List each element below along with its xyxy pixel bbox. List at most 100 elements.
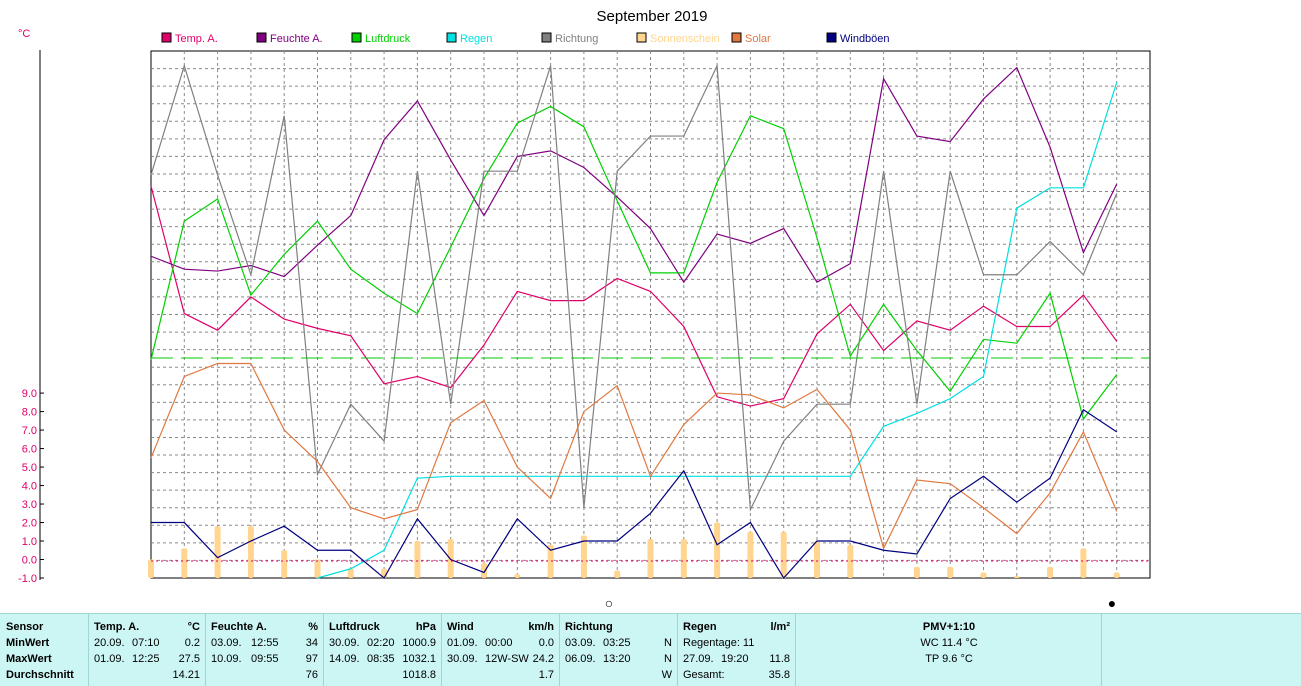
series-lines [150,63,1118,580]
press-min-date: 30.09. [329,637,360,649]
y-tick-label: 5.0 [22,462,37,474]
series-line [151,408,1118,580]
sunshine-bar [347,568,354,578]
hum-title: Feuchte A. [211,621,267,633]
pmv-title: PMV+1:10 [922,621,976,633]
sunshine-bar [514,574,521,578]
wind-max-value: 24.2 [532,653,554,665]
wind-max-time: 12W-SW [485,653,529,665]
hum-max-date: 10.09. [211,653,242,665]
y-axis-unit: °C [18,28,30,40]
hum-min-date: 03.09. [211,637,242,649]
dir-avg-value: W [661,669,672,681]
y-tick-label: 4.0 [22,481,37,493]
sunshine-bar [647,539,654,578]
stats-col-pressure: Luftdruck hPa 30.09. 02:20 1000.9 14.09. 08:… [323,614,442,686]
rain-total-label: Gesamt: [683,669,725,681]
stats-col-temp: Temp. A. °C 20.09. 07:10 0.2 01.09. 12:25 27.… [88,614,206,686]
sunshine-bar [281,550,288,578]
temp-min-value: 0.2 [184,637,200,649]
legend-swatch [731,32,742,43]
dir-max-time: 13:20 [603,653,631,665]
sunshine-bar [980,572,987,578]
legend: Temp. A. Feuchte A. Luftdruck Regen Richtung… [161,32,890,45]
dir-min-time: 03:25 [603,637,631,649]
press-max-value: 1032.1 [402,653,436,665]
y-tick-label: 3.0 [22,499,37,511]
wind-min-time: 00:00 [485,637,513,649]
temp-min-date: 20.09. [94,637,125,649]
press-avg-value: 1018.8 [402,669,436,681]
pmv-windchill: WC 11.4 °C [920,637,978,649]
stats-col-empty [1101,614,1301,686]
legend-swatch [541,32,552,43]
pmv-dewpoint: TP 9.6 °C [925,653,973,665]
y-tick-label: 6.0 [22,444,37,456]
temp-max-time: 12:25 [132,653,160,665]
sunshine-bar [847,544,854,578]
series-line [150,63,1118,512]
sunshine-bar [547,544,554,578]
series-line [317,82,1118,579]
legend-label: Windböen [840,33,890,45]
sensor-header: Sensor [6,621,44,633]
y-tick-label: 9.0 [22,388,37,400]
hum-unit: % [308,621,318,633]
sunshine-bar [747,531,754,578]
temp-title: Temp. A. [94,621,140,633]
rain-max-time: 19:20 [721,653,749,665]
dir-max-date: 06.09. [565,653,596,665]
dir-min-date: 03.09. [565,637,596,649]
series-line [150,105,1118,421]
hum-max-value: 97 [305,653,318,665]
hum-min-value: 34 [305,637,318,649]
avg-row-label: Durchschnitt [6,669,74,681]
rain-total-value: 35.8 [768,669,790,681]
sunshine-bar [148,559,154,578]
legend-swatch [161,32,172,43]
wind-min-date: 01.09. [447,637,478,649]
y-tick-label: -1.0 [18,573,37,585]
temp-unit: °C [187,621,200,633]
legend-label: Regen [460,33,492,45]
press-title: Luftdruck [329,621,380,633]
press-max-date: 14.09. [329,653,360,665]
stats-col-pmv: PMV+1:10 WC 11.4 °C TP 9.6 °C [795,614,1102,686]
full-moon-marker: ○ [605,595,613,611]
new-moon-marker: ● [1108,595,1116,611]
y-tick-label: 7.0 [22,425,37,437]
series-line [150,185,1118,407]
min-row-label: MinWert [6,637,50,649]
stats-col-humidity: Feuchte A.% 03.09. 12:55 34 10.09. 09:55 97 … [205,614,324,686]
y-tick-label: 1.0 [22,536,37,548]
stats-col-rain: Regen l/m² Regentage: 11 27.09. 19:20 11.8 … [677,614,796,686]
legend-swatch [636,32,647,43]
chart: September 2019 °C Temp. A. Feuchte A. Luft… [18,8,1151,611]
legend-label: Sonnenschein [650,33,720,45]
sunshine-bar [481,563,487,578]
wind-min-value: 0.0 [538,637,554,649]
hum-max-time: 09:55 [251,653,279,665]
sunshine-bar [1113,572,1120,578]
dir-title: Richtung [565,621,613,633]
temp-max-date: 01.09. [94,653,125,665]
hum-avg-value: 76 [305,669,318,681]
legend-swatch [351,32,362,43]
legend-swatch [256,32,267,43]
wind-title: Wind [447,621,474,633]
press-min-value: 1000.9 [402,637,436,649]
sunshine-bar [580,535,587,578]
grid [151,51,1150,578]
temp-min-time: 07:10 [132,637,160,649]
y-tick-label: 2.0 [22,518,37,530]
series-line [150,66,1118,284]
legend-label: Solar [745,33,771,45]
y-tick-label: 8.0 [22,407,37,419]
sunshine-bar [913,566,920,578]
legend-label: Richtung [555,33,598,45]
wind-unit: km/h [528,621,554,633]
rain-max-date: 27.09. [683,653,714,665]
sunshine-bars [148,522,1120,578]
press-unit: hPa [415,621,436,633]
sunshine-bar [247,526,254,578]
